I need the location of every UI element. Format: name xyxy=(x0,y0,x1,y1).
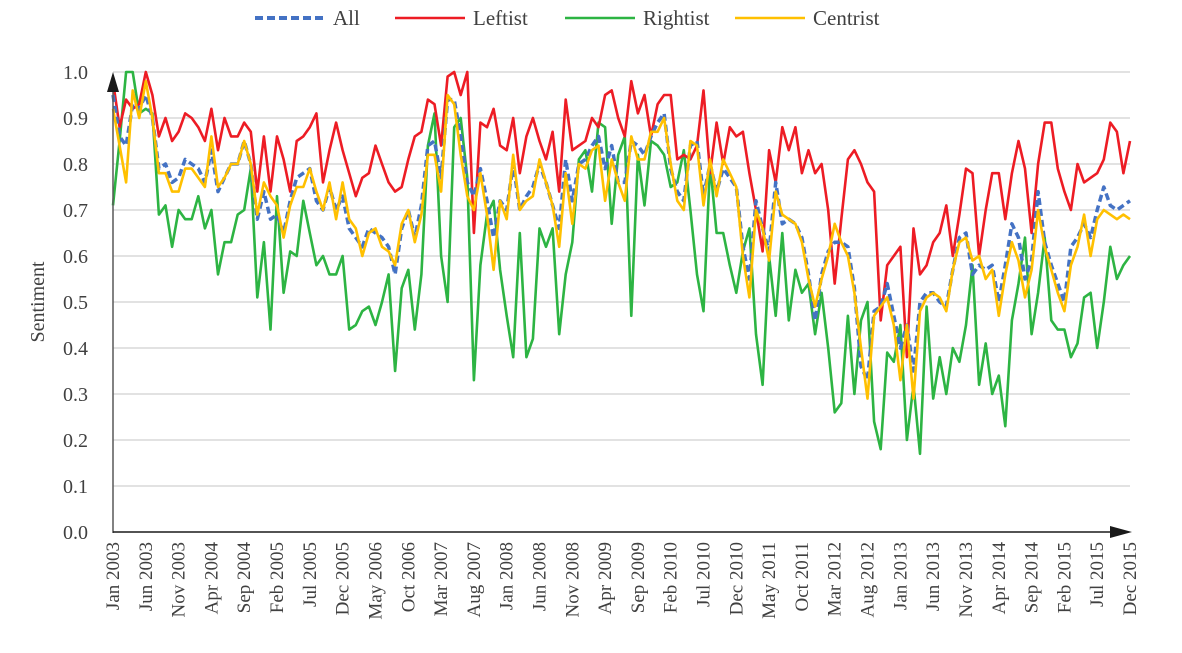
x-tick-label: Apr 2004 xyxy=(201,542,222,615)
series-leftist xyxy=(111,70,1132,359)
series-line-centrist xyxy=(111,79,1131,400)
x-tick-label: Oct 2006 xyxy=(398,542,419,612)
x-tick-label: Feb 2010 xyxy=(661,542,682,613)
axes xyxy=(107,72,1132,538)
x-tick-label: Jan 2013 xyxy=(890,542,911,610)
y-axis-arrow-icon xyxy=(107,72,119,92)
x-tick-label: Jul 2015 xyxy=(1087,542,1108,607)
x-tick-labels: Jan 2003 Jun 2003 Nov 2003 Apr 2004 Sep 2004… xyxy=(103,542,1141,620)
y-tick-label: 0.0 xyxy=(63,522,88,544)
legend-item-leftist: Leftist xyxy=(395,6,528,30)
legend-label: Leftist xyxy=(473,6,528,30)
x-tick-label: Jun 2008 xyxy=(529,542,550,611)
x-tick-label: Nov 2003 xyxy=(169,542,190,617)
y-tick-label: 0.1 xyxy=(63,476,88,498)
legend-label: All xyxy=(333,6,360,30)
x-tick-label: Jul 2010 xyxy=(694,542,715,607)
x-tick-label: Jul 2005 xyxy=(300,542,321,607)
y-tick-label: 1.0 xyxy=(63,62,88,84)
x-tick-label: Oct 2011 xyxy=(792,542,813,611)
x-tick-label: Jan 2008 xyxy=(497,542,518,610)
gridlines xyxy=(113,71,1130,487)
x-tick-label: Dec 2015 xyxy=(1120,542,1141,615)
x-tick-label: Jun 2013 xyxy=(923,542,944,611)
x-tick-label: Sep 2009 xyxy=(628,542,649,613)
y-tick-label: 0.8 xyxy=(63,154,88,176)
x-tick-label: May 2006 xyxy=(365,542,386,620)
y-tick-labels: 0.0 0.1 0.2 0.3 0.4 0.5 0.6 0.7 0.8 0.9 1.0 xyxy=(63,62,88,544)
legend-label: Rightist xyxy=(643,6,710,30)
x-tick-label: Jan 2003 xyxy=(103,542,124,610)
legend-item-rightist: Rightist xyxy=(565,6,710,30)
legend-item-all: All xyxy=(255,6,360,30)
series-line-rightist xyxy=(111,70,1132,456)
y-tick-label: 0.4 xyxy=(63,338,88,360)
series-lines xyxy=(111,70,1132,456)
x-axis-arrow-icon xyxy=(1110,526,1132,538)
x-tick-label: Aug 2012 xyxy=(858,542,879,617)
x-tick-label: Sep 2014 xyxy=(1022,542,1043,614)
y-tick-label: 0.9 xyxy=(63,108,88,130)
x-tick-label: Mar 2012 xyxy=(825,542,846,616)
x-tick-label: Apr 2014 xyxy=(989,542,1010,615)
x-tick-label: Feb 2005 xyxy=(267,542,288,613)
y-tick-label: 0.7 xyxy=(63,200,88,222)
x-tick-label: Feb 2015 xyxy=(1054,542,1075,613)
y-tick-label: 0.5 xyxy=(63,292,88,314)
x-tick-label: Apr 2009 xyxy=(595,542,616,614)
x-tick-label: Sep 2004 xyxy=(234,542,255,614)
x-tick-label: May 2011 xyxy=(759,542,780,619)
x-tick-label: Aug 2007 xyxy=(464,542,485,617)
series-line-leftist xyxy=(111,70,1132,359)
legend-label: Centrist xyxy=(813,6,880,30)
x-tick-label: Dec 2010 xyxy=(726,542,747,615)
y-tick-label: 0.6 xyxy=(63,246,88,268)
x-tick-label: Nov 2008 xyxy=(562,542,583,617)
y-tick-label: 0.3 xyxy=(63,384,88,406)
x-tick-label: Mar 2007 xyxy=(431,542,452,616)
legend-item-centrist: Centrist xyxy=(735,6,880,30)
legend: All Leftist Rightist Centrist xyxy=(255,6,880,30)
x-tick-label: Nov 2013 xyxy=(956,542,977,617)
y-axis-title: Sentiment xyxy=(27,261,49,343)
x-tick-label: Jun 2003 xyxy=(136,542,157,611)
y-tick-label: 0.2 xyxy=(63,430,88,452)
series-centrist xyxy=(111,79,1131,400)
x-tick-label: Dec 2005 xyxy=(333,542,354,615)
